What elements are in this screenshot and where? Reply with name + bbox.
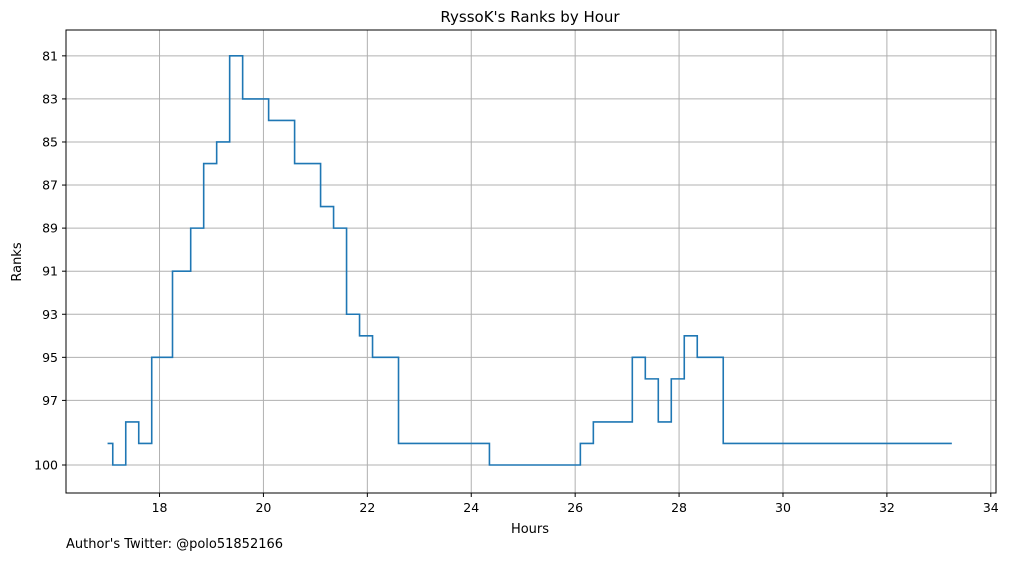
series-layer [107,55,952,466]
grid [66,30,996,493]
x-tick-label: 18 [152,500,168,515]
y-axis: 81 83 85 87 89 91 93 95 97 100 [34,48,66,473]
y-tick-label: 97 [42,393,58,408]
plot-frame [65,29,997,494]
y-axis-label: Ranks [10,242,25,281]
y-tick-label: 81 [42,48,58,63]
x-tick-label: 20 [255,500,271,515]
x-tick-label: 30 [775,500,791,515]
x-axis: 18 20 22 24 26 28 30 32 34 [152,493,999,515]
y-tick-label: 95 [42,350,58,365]
x-tick-label: 32 [879,500,895,515]
y-tick-label: 91 [42,264,58,279]
x-tick-label: 24 [463,500,479,515]
x-tick-label: 26 [567,500,583,515]
y-tick-label: 83 [42,91,58,106]
x-tick-label: 28 [671,500,687,515]
y-tick-label: 87 [42,178,58,193]
rank-series-line [107,55,952,466]
chart-title: RyssoK's Ranks by Hour [440,8,620,26]
x-tick-label: 22 [359,500,375,515]
y-tick-label: 100 [34,458,58,473]
y-tick-label: 85 [42,134,58,149]
x-axis-label: Hours [511,522,549,537]
author-twitter-note: Author's Twitter: @polo51852166 [66,537,284,552]
y-tick-label: 93 [42,307,58,322]
y-tick-label: 89 [42,221,58,236]
x-tick-label: 34 [983,500,999,515]
